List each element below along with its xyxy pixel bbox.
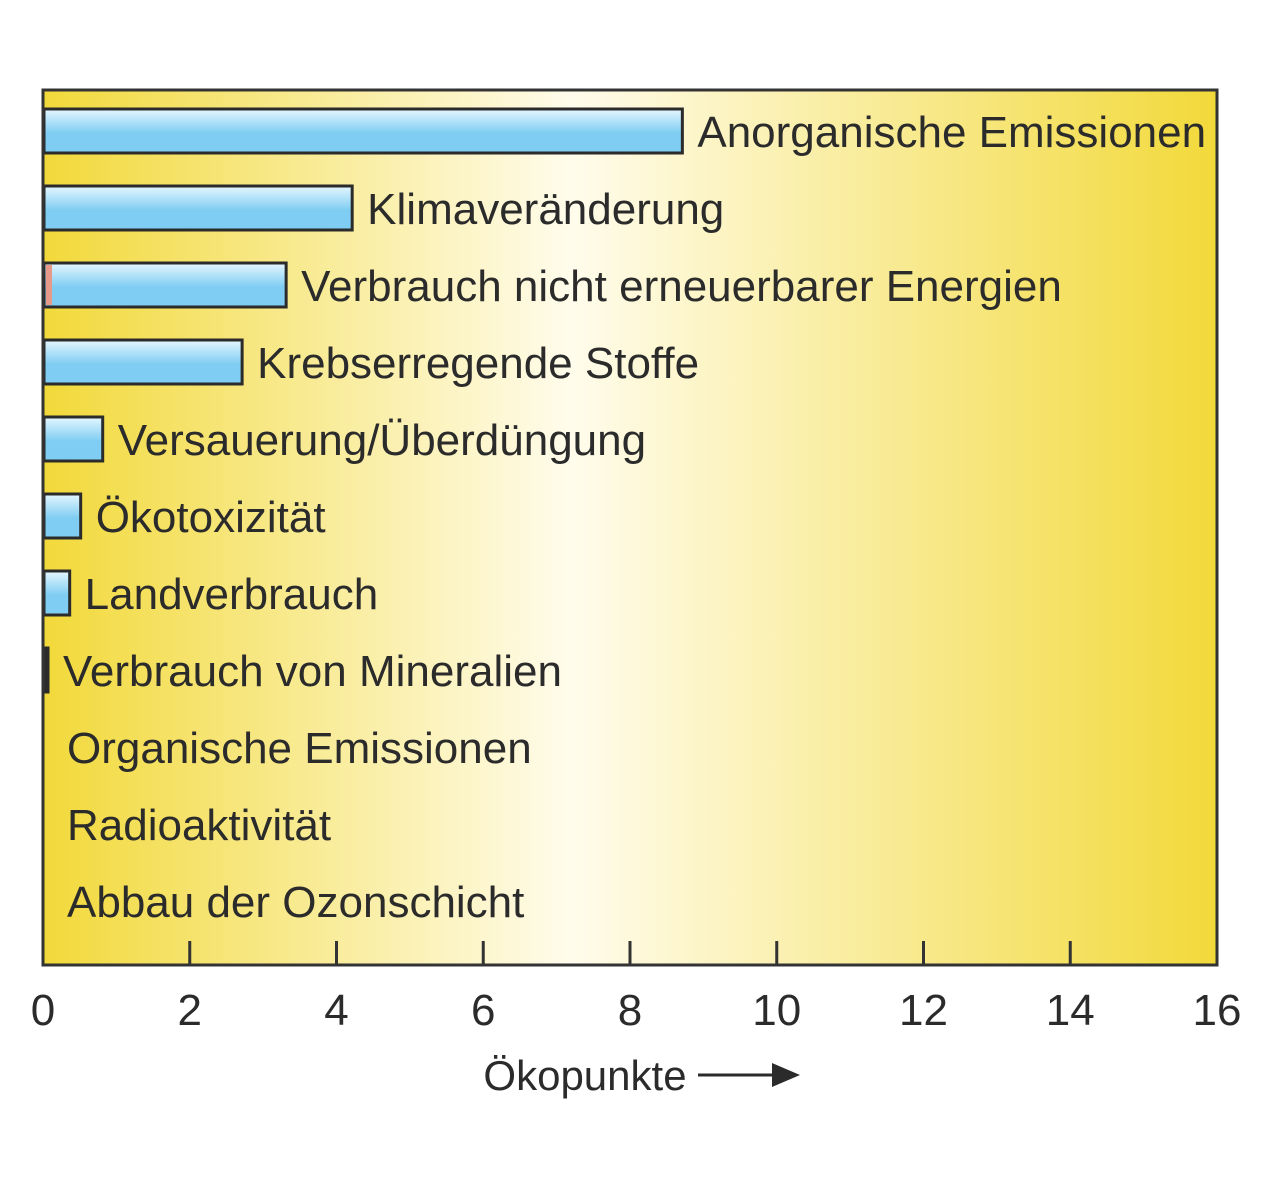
category-label-landverbrauch: Landverbrauch — [85, 570, 379, 619]
category-label-krebserregende-stoffe: Krebserregende Stoffe — [257, 339, 699, 388]
bar-landverbrauch — [42, 569, 72, 617]
bar-versauerung-ueberduengung — [42, 415, 105, 463]
category-label-klimaveraenderung: Klimaveränderung — [367, 185, 724, 234]
plot-background — [43, 90, 1217, 965]
x-tick-label: 16 — [1193, 986, 1242, 1035]
bar-verbrauch-von-mineralien — [42, 646, 50, 694]
bar-krebserregende-stoffe — [42, 338, 244, 386]
x-tick-label: 8 — [618, 986, 642, 1035]
bar-klimaveraenderung — [42, 184, 354, 232]
bar-segment-marker — [46, 265, 52, 305]
plot-frame — [41, 88, 1219, 967]
x-tick-label: 4 — [324, 986, 348, 1035]
x-axis-ticks: 0 2 4 6 8 10 12 14 16 — [31, 941, 1242, 1035]
x-tick-label: 10 — [752, 986, 801, 1035]
category-label-verbrauch-nicht-erneuerbarer-energien: Verbrauch nicht erneuerbarer Energien — [301, 262, 1062, 311]
category-label-abbau-der-ozonschicht: Abbau der Ozonschicht — [67, 878, 524, 927]
bar-anorganische-emissionen — [42, 107, 684, 155]
x-axis-title: Ökopunkte — [483, 1052, 686, 1099]
bar-oekotoxizitaet — [42, 492, 83, 540]
category-label-oekotoxizitaet: Ökotoxizität — [96, 493, 326, 542]
category-labels: Anorganische Emissionen Klimaveränderung V… — [63, 108, 1206, 927]
x-tick-label: 0 — [31, 986, 55, 1035]
bar-verbrauch-nicht-erneuerbarer-energien — [42, 261, 288, 309]
bars-layer — [42, 107, 684, 694]
category-label-organische-emissionen: Organische Emissionen — [67, 724, 532, 773]
x-tick-label: 6 — [471, 986, 495, 1035]
x-tick-label: 12 — [899, 986, 948, 1035]
x-tick-label: 14 — [1046, 986, 1095, 1035]
category-label-verbrauch-von-mineralien: Verbrauch von Mineralien — [63, 647, 562, 696]
category-label-anorganische-emissionen: Anorganische Emissionen — [697, 108, 1206, 157]
category-label-versauerung-ueberduengung: Versauerung/Überdüngung — [118, 416, 646, 465]
category-label-radioaktivitaet: Radioaktivität — [67, 801, 331, 850]
x-tick-label: 2 — [178, 986, 202, 1035]
x-axis-arrow — [698, 1063, 800, 1087]
